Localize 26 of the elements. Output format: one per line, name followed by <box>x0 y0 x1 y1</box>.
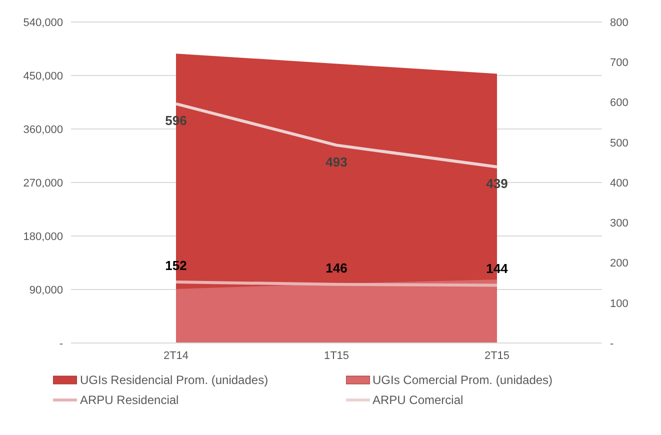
x-tick-label: 2T15 <box>484 350 510 362</box>
y2-tick-label: 300 <box>610 218 628 230</box>
x-tick-label: 1T15 <box>324 350 350 362</box>
legend-label: ARPU Residencial <box>80 393 179 407</box>
y2-tick-label: - <box>610 338 614 350</box>
y-tick-label: 540,000 <box>23 16 63 29</box>
y2-tick-label: 700 <box>610 57 628 70</box>
y-tick-label: 360,000 <box>23 124 63 136</box>
legend-label: UGIs Residencial Prom. (unidades) <box>80 373 268 387</box>
y2-tick-label: 800 <box>610 16 628 29</box>
y-tick-label: - <box>59 338 64 350</box>
y-tick-label: 270,000 <box>23 177 63 190</box>
y-tick-label: 180,000 <box>23 230 63 243</box>
y2-tick-label: 200 <box>610 258 628 270</box>
y2-tick-label: 400 <box>610 177 628 190</box>
y-tick-label: 450,000 <box>23 70 63 82</box>
y2-tick-label: 600 <box>610 97 628 110</box>
legend-label: ARPU Comercial <box>372 393 464 407</box>
legend-label: UGIs Comercial Prom. (unidades) <box>372 373 553 387</box>
data-label: 596 <box>165 113 187 128</box>
y2-tick-label: 100 <box>610 298 628 310</box>
data-label: 146 <box>326 260 348 276</box>
y2-tick-label: 500 <box>610 137 628 150</box>
data-label: 493 <box>326 154 348 170</box>
x-tick-label: 2T14 <box>163 350 189 362</box>
y-tick-label: 90,000 <box>29 284 63 296</box>
